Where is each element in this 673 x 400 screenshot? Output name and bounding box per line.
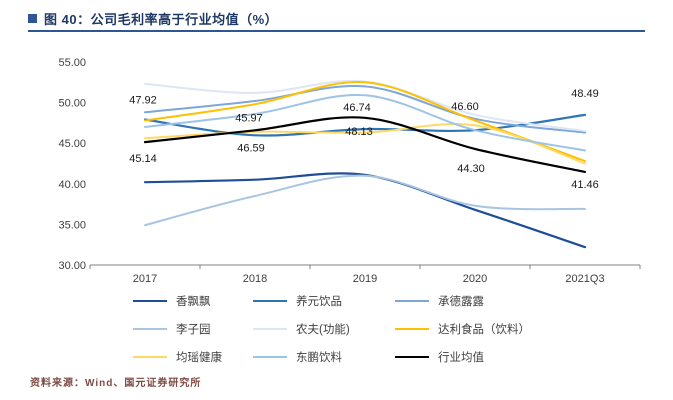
legend-item-industry-average: 行业均值 bbox=[395, 349, 610, 365]
legend-item-liziyuan: 李子园 bbox=[133, 321, 253, 337]
series-line-eastroc-beverage bbox=[144, 94, 586, 152]
y-axis-label: 50.00 bbox=[58, 98, 86, 110]
point-label: 47.92 bbox=[129, 94, 157, 106]
legend-label: 达利食品（饮料） bbox=[438, 324, 530, 336]
x-axis-label: 2020 bbox=[463, 273, 487, 285]
legend-label: 承德露露 bbox=[438, 296, 484, 308]
legend-item-chengde-lulu: 承德露露 bbox=[395, 293, 610, 309]
legend-swatch-juneyao-health bbox=[133, 356, 167, 358]
y-axis-label: 40.00 bbox=[58, 179, 86, 191]
figure-header: 图 40： 公司毛利率高于行业均值（%） bbox=[28, 9, 645, 28]
figure-title: 公司毛利率高于行业均值（%） bbox=[90, 12, 279, 27]
legend-swatch-liziyuan bbox=[133, 328, 167, 330]
legend-swatch-yangyuan-drinks bbox=[253, 300, 287, 302]
series-line-chengde-lulu bbox=[144, 84, 586, 134]
x-axis-label: 2021Q3 bbox=[565, 273, 604, 285]
point-label: 45.97 bbox=[235, 112, 263, 124]
point-label: 45.14 bbox=[129, 153, 157, 165]
legend-label: 东鹏饮料 bbox=[296, 352, 342, 364]
point-label: 46.60 bbox=[451, 101, 479, 113]
title-bullet-icon bbox=[28, 14, 37, 23]
point-label: 48.13 bbox=[345, 126, 373, 138]
y-axis-label: 55.00 bbox=[58, 57, 86, 69]
legend-swatch-nongfu-functional bbox=[253, 328, 287, 330]
point-label: 48.49 bbox=[571, 88, 599, 100]
figure-label: 图 40： bbox=[44, 12, 91, 27]
x-axis-label: 2017 bbox=[133, 273, 157, 285]
legend-item-dali-foods-beverage: 达利食品（饮料） bbox=[395, 321, 610, 337]
legend-swatch-xiang-piao-piao bbox=[133, 300, 167, 302]
y-axis-label: 35.00 bbox=[58, 219, 86, 231]
legend-item-xiang-piao-piao: 香飘飘 bbox=[133, 293, 253, 309]
source-note: 资料来源：Wind、国元证券研究所 bbox=[30, 378, 202, 389]
legend-label: 农夫(功能) bbox=[296, 324, 350, 336]
point-label: 44.30 bbox=[457, 163, 485, 175]
y-axis-label: 45.00 bbox=[58, 138, 86, 150]
legend-label: 行业均值 bbox=[438, 352, 484, 364]
x-axis-label: 2019 bbox=[353, 273, 377, 285]
legend-swatch-industry-average bbox=[395, 356, 429, 358]
legend-swatch-chengde-lulu bbox=[395, 300, 429, 302]
y-axis-label: 30.00 bbox=[58, 260, 86, 272]
point-label: 46.74 bbox=[343, 102, 371, 114]
title-divider bbox=[28, 30, 645, 32]
point-label: 46.59 bbox=[237, 142, 265, 154]
point-label: 41.46 bbox=[571, 179, 599, 191]
legend-swatch-dali-foods-beverage bbox=[395, 328, 429, 330]
series-line-yangyuan-drinks bbox=[143, 113, 587, 137]
legend-swatch-eastroc-beverage bbox=[253, 356, 287, 358]
legend-label: 养元饮品 bbox=[296, 296, 342, 308]
legend-item-juneyao-health: 均瑶健康 bbox=[133, 349, 253, 365]
chart-legend: 香飘飘 养元饮品 承德露露李子园 农夫(功能) 达利食品（饮料） 均瑶健康 东鹏饮料 行业均值 bbox=[133, 293, 610, 365]
legend-label: 香飘飘 bbox=[176, 296, 211, 308]
legend-item-nongfu-functional: 农夫(功能) bbox=[253, 321, 395, 337]
series-line-liziyuan bbox=[144, 174, 586, 227]
legend-item-yangyuan-drinks: 养元饮品 bbox=[253, 293, 395, 309]
legend-item-eastroc-beverage: 东鹏饮料 bbox=[253, 349, 395, 365]
series-line-xiang-piao-piao bbox=[143, 172, 587, 249]
series-line-industry-average bbox=[143, 116, 587, 173]
x-axis-label: 2018 bbox=[243, 273, 267, 285]
legend-label: 均瑶健康 bbox=[176, 352, 222, 364]
legend-label: 李子园 bbox=[176, 324, 211, 336]
